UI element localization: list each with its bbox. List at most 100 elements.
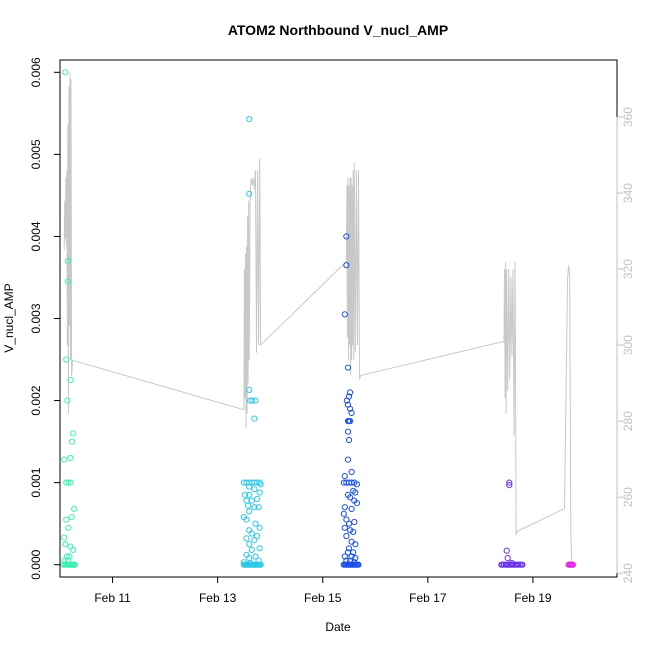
data-point-series-2: [246, 541, 253, 548]
data-point-series-1: [69, 438, 76, 445]
data-point-series-3: [352, 489, 359, 496]
data-point-series-2: [257, 481, 264, 488]
data-point-series-3: [353, 481, 360, 488]
data-point-series-2: [248, 530, 255, 537]
x-tick-label: Feb 13: [199, 591, 237, 605]
y-axis-label: V_nucl_AMP: [2, 283, 16, 352]
y2-tick-label: 300: [621, 335, 635, 355]
data-point-series-2: [252, 553, 259, 560]
data-point-series-2: [251, 504, 258, 511]
data-point-series-1: [70, 561, 77, 568]
data-point-series-2: [252, 397, 259, 404]
data-point-series-3: [348, 561, 355, 568]
data-point-series-2: [241, 561, 249, 568]
data-point-series-1: [70, 430, 77, 437]
data-point-series-2: [246, 491, 253, 498]
data-point-series-3: [343, 397, 350, 404]
data-point-series-3: [341, 473, 348, 480]
data-point-series-5: [569, 561, 577, 568]
data-point-series-3: [348, 553, 355, 560]
data-point-series-2: [255, 504, 262, 511]
data-point-series-3: [348, 505, 355, 512]
data-point-series-1: [67, 376, 74, 384]
data-point-series-2: [256, 489, 263, 496]
data-point-series-3: [344, 418, 352, 425]
data-point-series-3: [352, 561, 359, 568]
data-point-series-3: [347, 389, 354, 396]
chart-title: ATOM2 Northbound V_nucl_AMP: [228, 22, 448, 38]
data-point-series-3: [345, 520, 353, 527]
data-point-series-3: [343, 561, 350, 568]
data-point-series-3: [341, 561, 348, 568]
x-tick-label: Feb 19: [514, 591, 552, 605]
data-point-series-2: [246, 190, 253, 197]
data-point-series-1: [64, 397, 71, 404]
data-point-series-1: [62, 69, 69, 76]
data-point-series-3: [343, 532, 350, 540]
data-point-series-2: [248, 561, 255, 568]
data-point-series-2: [241, 491, 249, 498]
data-point-series-3: [344, 456, 352, 463]
data-point-series-3: [345, 561, 353, 568]
data-point-series-3: [350, 549, 357, 556]
data-point-series-2: [256, 561, 263, 568]
data-point-series-3: [341, 311, 348, 318]
data-point-series-4: [515, 561, 522, 568]
data-point-series-1: [65, 479, 72, 486]
data-point-series-1: [63, 516, 70, 523]
data-point-series-2: [243, 535, 250, 542]
data-point-series-3: [344, 428, 352, 435]
data-point-series-3: [351, 518, 358, 526]
data-point-series-3: [348, 409, 355, 416]
data-point-series-3: [345, 436, 353, 444]
data-point-series-2: [250, 561, 257, 568]
x-tick-label: Feb 17: [409, 591, 447, 605]
data-point-series-1: [63, 356, 70, 363]
data-point-series-3: [348, 468, 355, 476]
data-point-series-2: [252, 561, 259, 568]
data-point-series-1: [66, 553, 73, 560]
secondary-line: [63, 71, 573, 562]
data-point-series-4: [518, 561, 525, 568]
data-point-series-1: [65, 524, 72, 531]
data-point-series-2: [251, 537, 258, 544]
data-point-series-3: [344, 364, 352, 371]
data-point-series-4: [506, 482, 513, 489]
data-point-series-3: [345, 545, 353, 552]
data-point-series-2: [246, 508, 253, 515]
data-point-series-1: [70, 546, 77, 554]
data-point-series-2: [244, 561, 251, 568]
data-point-series-2: [246, 386, 253, 393]
y-tick-label: 0.004: [29, 221, 43, 251]
data-point-series-1: [61, 456, 68, 463]
data-point-series-3: [350, 528, 357, 536]
data-point-series-3: [343, 262, 350, 269]
data-point-series-1: [71, 505, 78, 512]
data-point-series-1: [67, 454, 74, 462]
data-point-series-2: [246, 561, 253, 568]
data-point-series-3: [348, 538, 355, 545]
data-point-series-3: [347, 405, 354, 412]
data-point-series-3: [347, 418, 354, 425]
plot-area: [60, 69, 577, 568]
y-tick-label: 0.000: [29, 549, 43, 579]
x-tick-label: Feb 11: [94, 591, 131, 605]
data-point-series-4: [503, 547, 510, 554]
y-tick-label: 0.003: [29, 303, 43, 333]
data-point-series-3: [340, 510, 347, 517]
y2-tick-label: 320: [621, 259, 635, 279]
data-point-series-3: [341, 524, 348, 531]
data-point-series-3: [347, 527, 354, 534]
y-tick-label: 0.005: [29, 139, 43, 169]
data-point-series-2: [251, 486, 258, 493]
data-point-series-2: [254, 495, 261, 503]
data-point-series-4: [506, 479, 513, 486]
data-point-series-3: [341, 504, 348, 511]
y-tick-label: 0.002: [29, 385, 43, 415]
data-point-series-4: [504, 555, 511, 562]
data-point-series-1: [64, 258, 72, 265]
data-point-series-3: [353, 500, 360, 507]
y2-tick-label: 340: [621, 183, 635, 203]
y-tick-label: 0.006: [29, 57, 43, 87]
